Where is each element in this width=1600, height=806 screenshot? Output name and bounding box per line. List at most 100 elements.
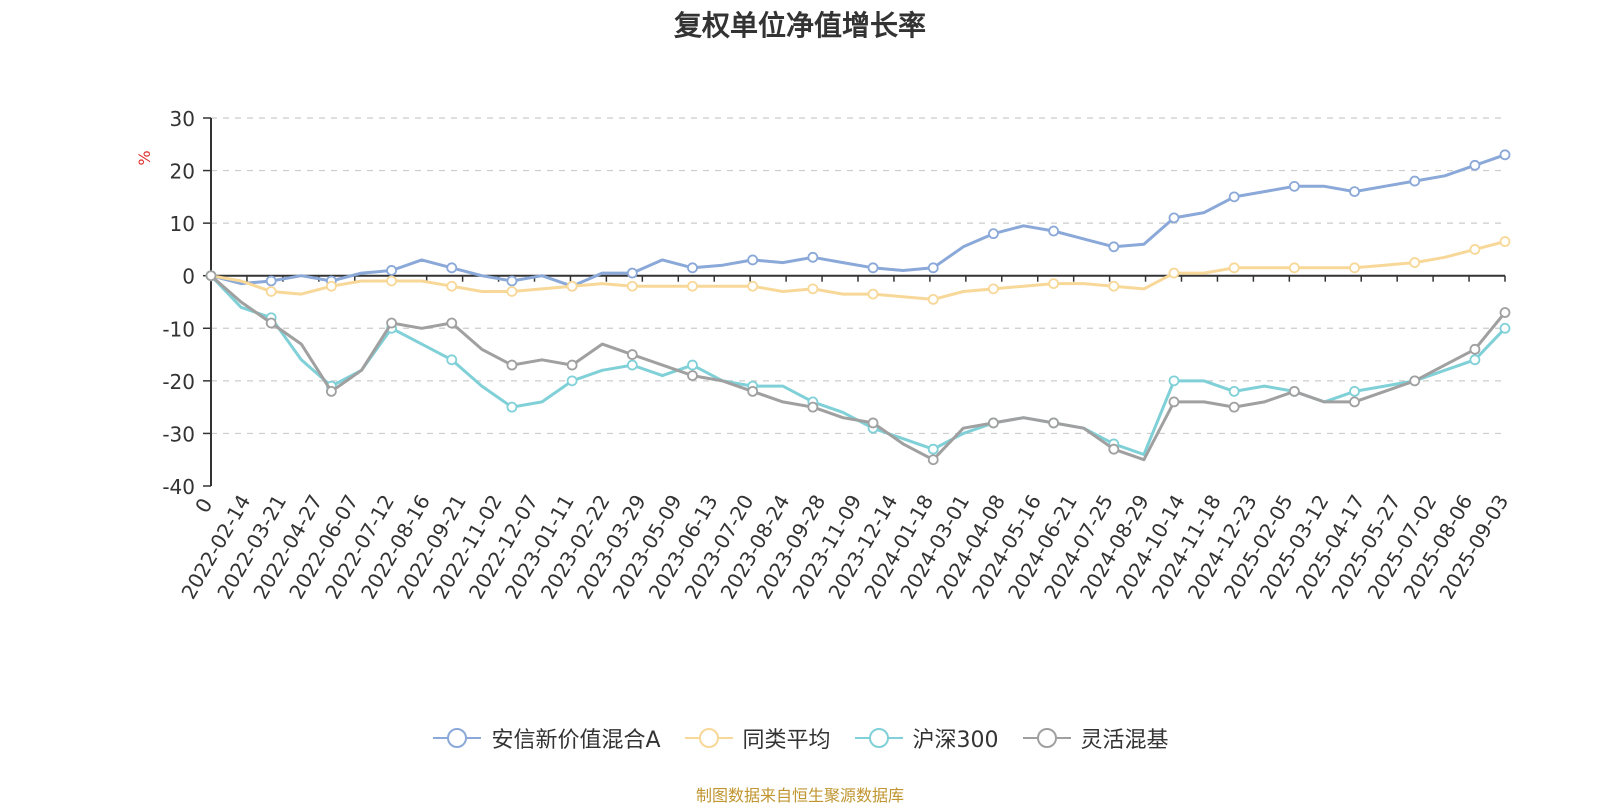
data-point <box>1228 262 1240 274</box>
data-point <box>747 254 759 266</box>
data-point <box>867 262 879 274</box>
y-tick-label: 0 <box>182 265 195 289</box>
data-point <box>927 443 939 455</box>
data-point <box>988 228 999 240</box>
data-point <box>386 275 397 287</box>
data-point <box>325 280 337 292</box>
data-point <box>927 293 939 305</box>
legend-item[interactable]: 灵活混基 <box>1021 722 1169 754</box>
series-line <box>209 274 1507 456</box>
data-point <box>807 283 819 295</box>
y-tick-label: -10 <box>162 317 195 341</box>
data-point <box>1349 262 1360 274</box>
data-point <box>1048 278 1060 290</box>
data-point <box>1108 443 1120 455</box>
y-axis-unit: % <box>135 150 154 165</box>
data-point <box>506 286 518 297</box>
y-tick-label: 30 <box>170 107 195 131</box>
data-point <box>265 275 277 287</box>
series-line <box>210 240 1506 301</box>
source-note: 制图数据来自恒生聚源数据库 <box>695 786 904 805</box>
data-point <box>1469 244 1481 255</box>
data-point <box>626 349 638 360</box>
y-tick-label: -40 <box>162 475 195 499</box>
data-point <box>927 262 939 274</box>
data-point <box>325 385 337 397</box>
data-point <box>626 280 638 292</box>
data-point <box>1048 417 1060 429</box>
data-point <box>446 262 458 274</box>
data-point <box>927 454 939 466</box>
data-point <box>1409 375 1421 387</box>
data-point <box>1469 159 1481 171</box>
data-point <box>566 280 578 292</box>
data-point <box>747 280 759 292</box>
y-tick-label: -20 <box>162 370 195 394</box>
data-point <box>988 283 999 295</box>
x-start-label: 0 <box>190 494 217 517</box>
data-point <box>867 288 879 300</box>
data-point <box>807 401 819 413</box>
data-point <box>566 375 578 387</box>
series-layer <box>205 149 1511 466</box>
data-point <box>1349 385 1360 397</box>
data-point <box>506 359 518 371</box>
data-point <box>1499 149 1511 161</box>
legend-label: 同类平均 <box>742 728 831 753</box>
data-point <box>747 385 759 397</box>
legend-label: 安信新价值混合A <box>491 728 661 753</box>
data-point <box>506 401 518 413</box>
data-point <box>626 359 638 371</box>
data-point <box>807 251 819 263</box>
data-point <box>867 417 879 429</box>
legend-item[interactable]: 沪深300 <box>853 722 999 754</box>
chart-title: 复权单位净值增长率 <box>673 9 926 42</box>
axis-layer: 3020100-10-20-30-40%02022-02-142022-03-2… <box>135 107 1513 603</box>
legend-label: 沪深300 <box>912 728 999 753</box>
data-point <box>446 354 458 366</box>
data-point <box>566 359 578 371</box>
series-line <box>210 274 1507 462</box>
data-point <box>1168 212 1180 224</box>
legend-marker-icon <box>684 728 733 748</box>
data-point <box>265 286 277 297</box>
data-point <box>687 262 698 274</box>
legend: 安信新价值混合A 同类平均 沪深300 灵活混基 <box>0 722 1600 754</box>
data-point <box>265 317 277 329</box>
data-point <box>386 265 397 276</box>
data-point <box>626 267 638 279</box>
data-point <box>386 317 397 329</box>
data-point <box>687 280 698 292</box>
data-point <box>1469 354 1481 366</box>
data-point <box>1168 375 1180 387</box>
data-point <box>205 270 217 282</box>
legend-item[interactable]: 同类平均 <box>683 722 831 754</box>
data-point <box>1168 396 1180 408</box>
data-point <box>1168 267 1180 279</box>
data-point <box>1409 257 1421 268</box>
data-point <box>446 317 458 329</box>
data-point <box>687 370 698 382</box>
legend-marker-icon <box>1022 728 1071 748</box>
data-point <box>1409 175 1421 187</box>
data-point <box>1288 262 1300 274</box>
data-point <box>1288 180 1300 192</box>
data-point <box>1048 225 1060 237</box>
y-tick-label: -30 <box>162 422 195 446</box>
legend-label: 灵活混基 <box>1080 728 1169 753</box>
legend-marker-icon <box>433 728 482 748</box>
data-point <box>687 359 698 371</box>
data-point <box>1108 241 1120 253</box>
data-point <box>1228 385 1240 397</box>
data-point <box>1349 396 1360 408</box>
legend-item[interactable]: 安信新价值混合A <box>431 722 661 754</box>
data-point <box>1108 280 1120 292</box>
data-point <box>1228 191 1240 203</box>
y-tick-label: 10 <box>170 212 195 236</box>
data-point <box>1499 307 1511 318</box>
data-point <box>1228 401 1240 413</box>
data-point <box>988 417 999 429</box>
data-point <box>1288 385 1300 397</box>
y-tick-label: 20 <box>170 160 195 184</box>
